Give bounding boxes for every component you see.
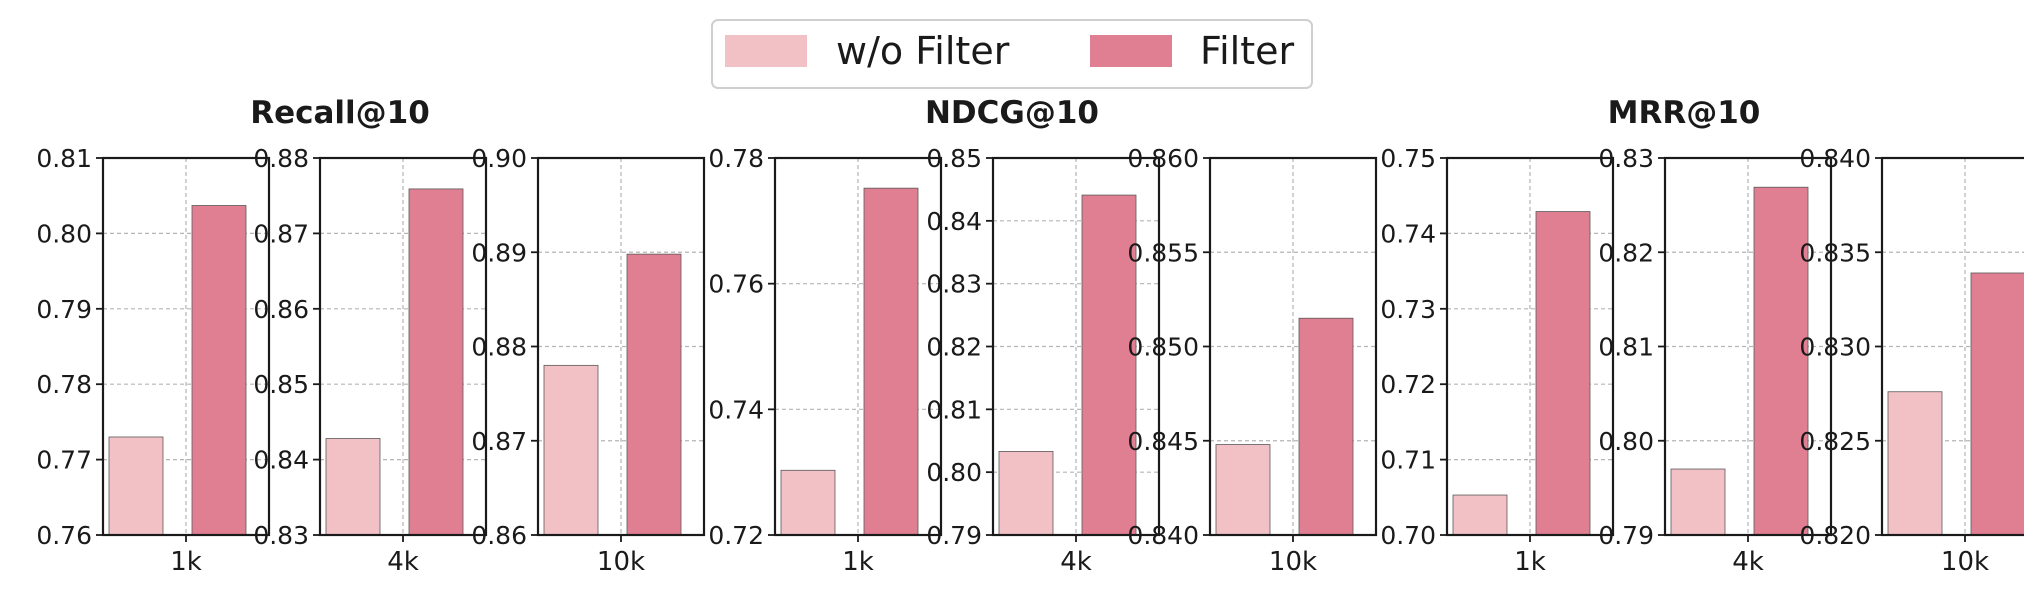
y-tick-label: 0.845	[1127, 427, 1199, 456]
panel-mrr-10-10k: 0.820 0.825 0.830 0.835 0.840 10k	[1799, 144, 2024, 577]
bar-ndcg-10-4k-w-o-filter	[998, 451, 1054, 536]
panel-recall-10-10k: 0.86 0.87 0.88 0.89 0.90 10k	[471, 144, 706, 577]
y-tick-label: 0.79	[36, 295, 92, 324]
bar-mrr-10-4k-w-o-filter	[1670, 468, 1726, 536]
y-tick-label: 0.860	[1127, 144, 1199, 173]
legend-swatch-without-filter	[725, 35, 807, 67]
y-tick-label: 0.81	[926, 395, 982, 424]
y-tick-label: 0.79	[1598, 521, 1654, 550]
legend-label-without-filter: w/o Filter	[836, 29, 1010, 73]
bar-mrr-10-1k-filter	[1535, 211, 1591, 536]
legend-label-filter: Filter	[1200, 29, 1294, 73]
group-title-ndcg: NDCG@10	[925, 95, 1099, 131]
bar-ndcg-10-10k-filter	[1298, 317, 1354, 536]
y-tick-label: 0.89	[471, 238, 527, 267]
bar-recall-10-10k-filter	[626, 253, 682, 536]
bar-recall-10-10k-w-o-filter	[543, 364, 599, 536]
y-tick-label: 0.72	[1380, 370, 1436, 399]
y-tick-label: 0.72	[708, 521, 764, 550]
group-title-mrr: MRR@10	[1608, 95, 1761, 131]
y-tick-label: 0.87	[253, 219, 309, 248]
bar-recall-10-4k-w-o-filter	[325, 438, 381, 536]
y-tick-label: 0.85	[926, 144, 982, 173]
y-tick-label: 0.71	[1380, 446, 1436, 475]
y-tick-label: 0.840	[1799, 144, 1871, 173]
y-tick-label: 0.81	[1598, 333, 1654, 362]
y-tick-label: 0.73	[1380, 295, 1436, 324]
bar-mrr-10-10k-filter	[1970, 272, 2024, 536]
y-tick-label: 0.825	[1799, 427, 1871, 456]
y-tick-label: 0.81	[36, 144, 92, 173]
legend-swatch-filter	[1090, 35, 1172, 67]
y-tick-label: 0.84	[253, 446, 309, 475]
y-tick-label: 0.80	[1598, 427, 1654, 456]
bar-recall-10-1k-w-o-filter	[108, 436, 164, 536]
y-tick-label: 0.76	[36, 521, 92, 550]
x-tick-label-4k: 4k	[387, 547, 419, 577]
y-tick-label: 0.87	[471, 427, 527, 456]
y-tick-label: 0.830	[1799, 333, 1871, 362]
y-tick-label: 0.835	[1799, 238, 1871, 267]
x-tick-label-1k: 1k	[1514, 547, 1546, 577]
y-tick-label: 0.75	[1380, 144, 1436, 173]
panel-recall-10-4k: 0.83 0.84 0.85 0.86 0.87 0.88 4k	[253, 144, 488, 577]
y-tick-label: 0.83	[926, 270, 982, 299]
x-tick-label-1k: 1k	[842, 547, 874, 577]
panel-mrr-10-4k: 0.79 0.80 0.81 0.82 0.83 4k	[1598, 144, 1833, 577]
subplot-panels: 0.760.770.780.790.800.811k0.830.840.850.…	[36, 144, 2024, 577]
y-tick-label: 0.90	[471, 144, 527, 173]
bar-recall-10-1k-filter	[191, 205, 247, 536]
x-tick-label-10k: 10k	[1941, 547, 1989, 577]
panel-ndcg-10-1k: 0.72 0.74 0.76 0.78 1k	[708, 144, 943, 577]
x-tick-label-1k: 1k	[170, 547, 202, 577]
x-tick-label-4k: 4k	[1732, 547, 1764, 577]
x-tick-label-10k: 10k	[597, 547, 645, 577]
y-tick-label: 0.83	[1598, 144, 1654, 173]
bar-ndcg-10-4k-filter	[1081, 194, 1137, 536]
y-tick-label: 0.78	[708, 144, 764, 173]
y-tick-label: 0.70	[1380, 521, 1436, 550]
y-tick-label: 0.820	[1799, 521, 1871, 550]
y-tick-label: 0.86	[253, 295, 309, 324]
x-tick-label-4k: 4k	[1060, 547, 1092, 577]
y-tick-label: 0.84	[926, 207, 982, 236]
y-tick-label: 0.88	[253, 144, 309, 173]
bar-ndcg-10-1k-w-o-filter	[780, 469, 836, 536]
panel-ndcg-10-4k: 0.79 0.80 0.81 0.82 0.83 0.84 0.85 4k	[926, 144, 1161, 577]
bar-ndcg-10-10k-w-o-filter	[1215, 444, 1271, 536]
y-tick-label: 0.88	[471, 333, 527, 362]
panel-mrr-10-1k: 0.70 0.71 0.72 0.73 0.74 0.75 1k	[1380, 144, 1615, 577]
y-tick-label: 0.850	[1127, 333, 1199, 362]
x-tick-label-10k: 10k	[1269, 547, 1317, 577]
group-title-recall: Recall@10	[250, 95, 430, 131]
legend: w/o Filter Filter	[711, 19, 1313, 89]
bar-mrr-10-10k-w-o-filter	[1887, 391, 1943, 536]
y-tick-label: 0.74	[1380, 219, 1436, 248]
y-tick-label: 0.855	[1127, 238, 1199, 267]
panel-recall-10-1k: 0.76 0.77 0.78 0.79 0.80 0.81 1k	[36, 144, 271, 577]
y-tick-label: 0.83	[253, 521, 309, 550]
y-tick-label: 0.78	[36, 370, 92, 399]
y-tick-label: 0.76	[708, 270, 764, 299]
bar-mrr-10-1k-w-o-filter	[1452, 494, 1508, 536]
y-tick-label: 0.80	[36, 219, 92, 248]
y-tick-label: 0.82	[1598, 238, 1654, 267]
y-tick-label: 0.74	[708, 395, 764, 424]
panel-ndcg-10-10k: 0.840 0.845 0.850 0.855 0.860 10k	[1127, 144, 1378, 577]
y-tick-label: 0.80	[926, 458, 982, 487]
y-tick-label: 0.82	[926, 333, 982, 362]
y-tick-label: 0.77	[36, 446, 92, 475]
y-tick-label: 0.86	[471, 521, 527, 550]
y-tick-label: 0.79	[926, 521, 982, 550]
bar-recall-10-4k-filter	[408, 188, 464, 536]
bar-ndcg-10-1k-filter	[863, 187, 919, 536]
y-tick-label: 0.840	[1127, 521, 1199, 550]
y-tick-label: 0.85	[253, 370, 309, 399]
bar-mrr-10-4k-filter	[1753, 186, 1809, 536]
